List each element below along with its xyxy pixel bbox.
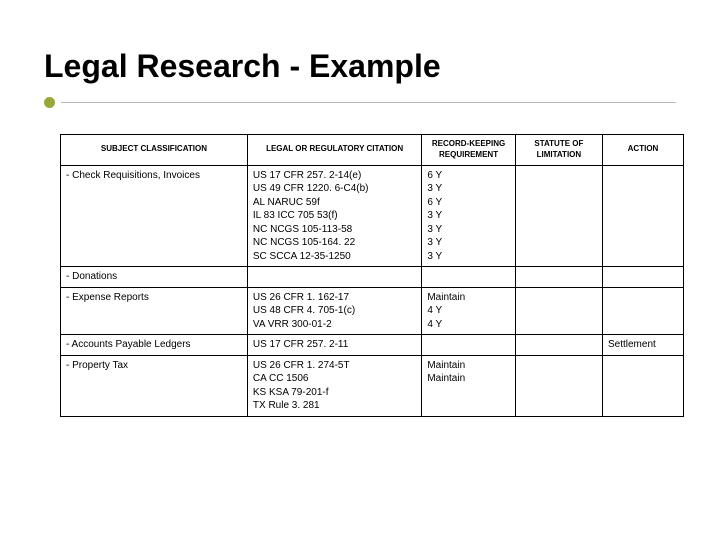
table-header-row: SUBJECT CLASSIFICATION LEGAL OR REGULATO… (61, 135, 684, 166)
cell-statute (515, 267, 602, 288)
cell-record: 6 Y 3 Y 6 Y 3 Y 3 Y 3 Y 3 Y (422, 165, 515, 267)
cell-action (602, 267, 683, 288)
table-row: - Accounts Payable Ledgers US 17 CFR 257… (61, 335, 684, 356)
cell-action (602, 355, 683, 416)
col-action: ACTION (602, 135, 683, 166)
cell-subject: - Donations (61, 267, 248, 288)
cell-record (422, 267, 515, 288)
col-record: RECORD-KEEPING REQUIREMENT (422, 135, 515, 166)
legal-research-table: SUBJECT CLASSIFICATION LEGAL OR REGULATO… (60, 134, 684, 417)
header: Legal Research - Example (0, 0, 720, 116)
cell-record: Maintain 4 Y 4 Y (422, 287, 515, 335)
table-row: - Check Requisitions, Invoices US 17 CFR… (61, 165, 684, 267)
cell-subject: - Accounts Payable Ledgers (61, 335, 248, 356)
cell-citation: US 26 CFR 1. 274-5T CA CC 1506 KS KSA 79… (247, 355, 421, 416)
cell-citation (247, 267, 421, 288)
table-body: - Check Requisitions, Invoices US 17 CFR… (61, 165, 684, 416)
cell-citation: US 17 CFR 257. 2-11 (247, 335, 421, 356)
table-container: SUBJECT CLASSIFICATION LEGAL OR REGULATO… (0, 116, 720, 417)
cell-statute (515, 165, 602, 267)
col-subject: SUBJECT CLASSIFICATION (61, 135, 248, 166)
cell-citation: US 26 CFR 1. 162-17 US 48 CFR 4. 705-1(c… (247, 287, 421, 335)
cell-subject: - Check Requisitions, Invoices (61, 165, 248, 267)
title-underline (44, 97, 676, 108)
cell-subject: - Expense Reports (61, 287, 248, 335)
col-citation: LEGAL OR REGULATORY CITATION (247, 135, 421, 166)
slide-title: Legal Research - Example (44, 48, 676, 85)
table-row: - Property Tax US 26 CFR 1. 274-5T CA CC… (61, 355, 684, 416)
cell-statute (515, 335, 602, 356)
cell-action (602, 165, 683, 267)
cell-record: Maintain Maintain (422, 355, 515, 416)
bullet-dot-icon (44, 97, 55, 108)
cell-citation: US 17 CFR 257. 2-14(e) US 49 CFR 1220. 6… (247, 165, 421, 267)
cell-subject: - Property Tax (61, 355, 248, 416)
cell-statute (515, 287, 602, 335)
table-row: - Expense Reports US 26 CFR 1. 162-17 US… (61, 287, 684, 335)
cell-action: Settlement (602, 335, 683, 356)
divider-line (61, 102, 676, 103)
col-statute: STATUTE OF LIMITATION (515, 135, 602, 166)
table-row: - Donations (61, 267, 684, 288)
cell-action (602, 287, 683, 335)
cell-statute (515, 355, 602, 416)
cell-record (422, 335, 515, 356)
